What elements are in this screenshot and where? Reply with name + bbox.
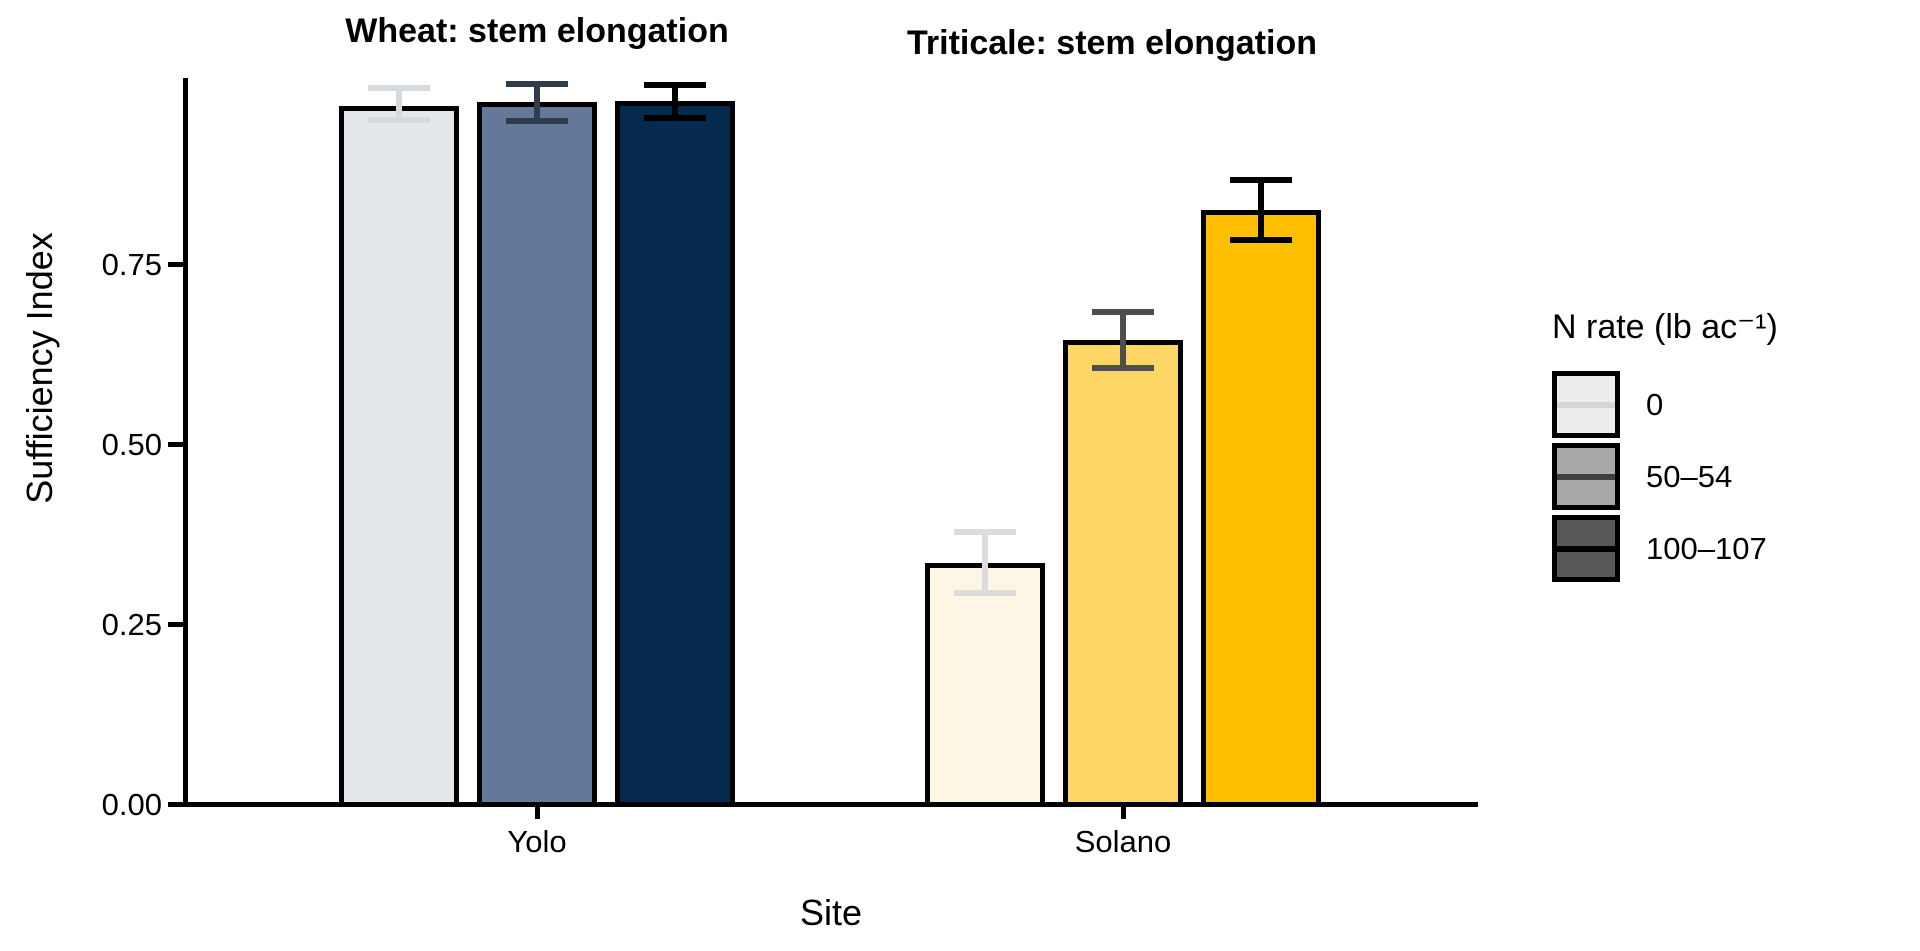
error-bar-cap-bottom bbox=[644, 114, 706, 121]
error-bar-stem bbox=[534, 84, 540, 121]
x-tick-mark bbox=[1121, 806, 1126, 819]
error-bar-cap-top bbox=[644, 81, 706, 88]
error-bar-cap-bottom bbox=[1230, 237, 1292, 244]
error-bar-cap-top bbox=[1230, 176, 1292, 183]
bar-yolo-nrate-1 bbox=[339, 105, 459, 807]
legend-key-swatch bbox=[1552, 515, 1620, 582]
legend-key-swatch bbox=[1552, 371, 1620, 438]
error-bar-cap-bottom bbox=[954, 590, 1016, 597]
error-bar-stem bbox=[982, 531, 988, 594]
legend-key-errorbar-line bbox=[1557, 545, 1615, 552]
error-bar-stem bbox=[396, 87, 402, 120]
error-bar-cap-top bbox=[368, 84, 430, 91]
error-bar-cap-bottom bbox=[368, 117, 430, 123]
legend: N rate (lb ac⁻¹) 0 50–54 100–107 bbox=[1552, 308, 1778, 587]
error-bar-cap-bottom bbox=[506, 117, 568, 124]
y-tick-label: 0.00 bbox=[101, 787, 162, 822]
error-bar-stem bbox=[672, 84, 678, 118]
legend-entry-label: 100–107 bbox=[1646, 530, 1767, 566]
y-tick-label: 0.25 bbox=[101, 607, 162, 642]
error-bar-cap-top bbox=[506, 81, 568, 87]
legend-entry: 50–54 bbox=[1552, 443, 1778, 510]
error-bar-stem bbox=[1258, 179, 1264, 241]
facet-title-triticale: Triticale: stem elongation bbox=[907, 24, 1317, 62]
x-axis-line bbox=[183, 802, 1478, 807]
bar-solano-nrate-2 bbox=[1063, 340, 1183, 807]
legend-entry: 0 bbox=[1552, 371, 1778, 438]
y-tick-mark bbox=[168, 262, 186, 267]
legend-key-errorbar-line bbox=[1557, 473, 1615, 480]
legend-entries: 0 50–54 100–107 bbox=[1552, 371, 1778, 582]
legend-title: N rate (lb ac⁻¹) bbox=[1552, 308, 1778, 346]
error-bar-cap-bottom bbox=[1092, 364, 1154, 371]
bar-solano-nrate-3 bbox=[1201, 210, 1321, 807]
x-axis-title: Site bbox=[799, 892, 863, 933]
bar-yolo-nrate-3 bbox=[615, 100, 735, 807]
legend-key-swatch bbox=[1552, 443, 1620, 510]
x-tick-label: Yolo bbox=[507, 824, 567, 859]
legend-entry: 100–107 bbox=[1552, 515, 1778, 582]
bar-yolo-nrate-2 bbox=[477, 102, 597, 807]
x-tick-mark bbox=[535, 806, 540, 819]
y-tick-label: 0.50 bbox=[101, 427, 162, 462]
x-tick-label: Solano bbox=[1074, 824, 1172, 859]
legend-key-errorbar-line bbox=[1557, 401, 1615, 408]
facet-title-wheat: Wheat: stem elongation bbox=[345, 12, 729, 50]
error-bar-cap-top bbox=[954, 528, 1016, 535]
error-bar-stem bbox=[1120, 312, 1126, 368]
error-bar-cap-top bbox=[1092, 309, 1154, 316]
legend-entry-label: 50–54 bbox=[1646, 458, 1733, 494]
bar-solano-nrate-1 bbox=[925, 562, 1045, 807]
legend-entry-label: 0 bbox=[1646, 386, 1664, 422]
y-tick-mark bbox=[168, 622, 186, 627]
y-tick-label: 0.75 bbox=[101, 247, 162, 282]
y-tick-mark bbox=[168, 442, 186, 447]
y-tick-mark bbox=[168, 802, 186, 807]
